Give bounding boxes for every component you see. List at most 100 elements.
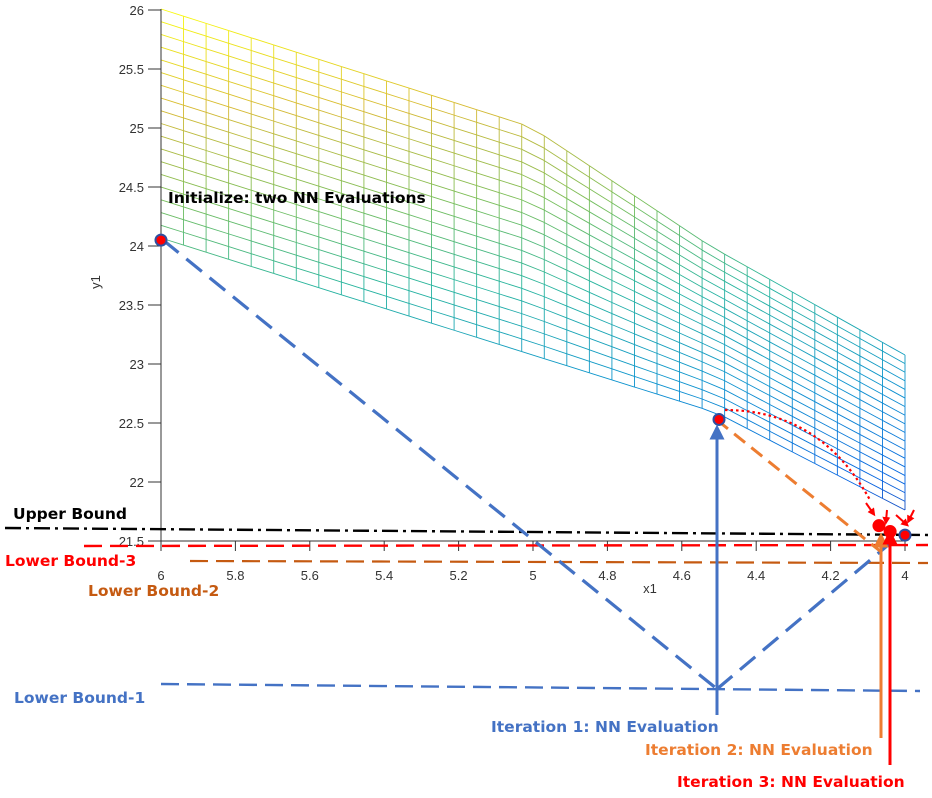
mesh-line xyxy=(544,308,567,319)
mesh-line xyxy=(318,223,342,232)
mesh-line xyxy=(341,205,365,214)
mesh-line xyxy=(679,313,703,325)
mesh-line xyxy=(499,179,522,188)
mesh-line xyxy=(273,57,297,66)
mesh-line xyxy=(499,204,522,213)
mesh-line xyxy=(656,251,680,266)
evaluation-point-initial-2 xyxy=(898,528,912,542)
mesh-line xyxy=(792,335,816,350)
mesh-line xyxy=(634,248,658,263)
mesh-line xyxy=(544,160,568,176)
mesh-line xyxy=(341,294,365,303)
mesh-line xyxy=(859,460,883,473)
mesh-line xyxy=(205,124,229,133)
mesh-line xyxy=(183,28,207,37)
mesh-line xyxy=(205,73,229,82)
mesh-line xyxy=(160,199,184,208)
mesh-line xyxy=(837,351,861,366)
mesh-line xyxy=(746,365,770,379)
mesh-line xyxy=(544,246,568,259)
mesh-line xyxy=(205,137,229,146)
mesh-line xyxy=(679,293,703,307)
mesh-line xyxy=(453,165,477,174)
mesh-line xyxy=(205,22,229,31)
mesh-line xyxy=(160,34,184,43)
mesh-line xyxy=(499,331,522,340)
mesh-line xyxy=(566,162,590,178)
mesh-line xyxy=(363,212,387,221)
mesh-line xyxy=(792,371,816,385)
mesh-line xyxy=(679,244,703,260)
lower-bound-3-line xyxy=(83,543,929,548)
mesh-line xyxy=(589,199,613,215)
mesh-line xyxy=(431,246,455,255)
mesh-line xyxy=(296,102,319,111)
mesh-line xyxy=(296,178,319,187)
mesh-line xyxy=(566,222,590,236)
mesh-line xyxy=(453,215,477,224)
mesh-line xyxy=(679,225,703,242)
mesh-line xyxy=(769,421,793,435)
mesh-line xyxy=(499,192,522,201)
mesh-line xyxy=(453,190,477,199)
mesh-line xyxy=(205,111,229,120)
surface-mesh xyxy=(160,8,906,511)
mesh-line xyxy=(228,220,252,229)
mesh-line xyxy=(792,407,816,420)
mesh-line xyxy=(273,184,297,193)
mesh-line xyxy=(318,135,342,144)
mesh-line xyxy=(792,433,816,447)
mesh-line xyxy=(544,296,567,307)
mesh-line xyxy=(228,233,252,242)
mesh-line xyxy=(724,407,748,420)
mesh-line xyxy=(589,326,613,337)
mesh-line xyxy=(814,392,838,406)
mesh-line xyxy=(453,291,477,300)
mesh-line xyxy=(859,329,883,343)
mesh-line xyxy=(205,251,229,260)
mesh-line xyxy=(341,66,365,75)
mesh-line xyxy=(701,240,725,255)
mesh-line xyxy=(746,374,770,387)
mesh-line xyxy=(746,302,770,316)
mesh-line xyxy=(408,188,432,197)
mesh-line xyxy=(160,224,184,233)
mesh-line xyxy=(589,268,613,281)
mesh-line xyxy=(566,233,590,247)
mesh-line xyxy=(837,422,861,435)
mesh-line xyxy=(656,271,680,285)
mesh-line xyxy=(386,80,410,89)
x-tick-label: 5 xyxy=(529,568,536,583)
mesh-line xyxy=(453,203,477,212)
mesh-line xyxy=(882,497,906,511)
mesh-line xyxy=(566,245,590,259)
mesh-line xyxy=(318,109,342,118)
mesh-line xyxy=(544,345,567,355)
mesh-line xyxy=(273,146,297,155)
mesh-line xyxy=(746,410,770,423)
mesh-line xyxy=(318,71,342,80)
mesh-line xyxy=(814,463,838,476)
mesh-line xyxy=(499,141,522,150)
mesh-line xyxy=(160,46,184,55)
mesh-line xyxy=(296,89,319,98)
mesh-line xyxy=(228,131,252,140)
mesh-line xyxy=(341,78,365,87)
mesh-line xyxy=(792,300,816,314)
mesh-line xyxy=(431,183,455,192)
mesh-line xyxy=(611,191,635,207)
mesh-line xyxy=(273,260,297,269)
mesh-line xyxy=(814,313,838,327)
mesh-line xyxy=(318,287,342,296)
mesh-line xyxy=(566,198,590,213)
mesh-line xyxy=(746,383,770,396)
mesh-line xyxy=(792,380,816,394)
mesh-line xyxy=(431,221,455,230)
y-tick-label: 25 xyxy=(130,121,144,136)
mesh-line xyxy=(521,212,545,223)
mesh-line xyxy=(724,289,748,304)
mesh-line xyxy=(792,442,816,456)
mesh-line xyxy=(589,245,613,259)
mesh-line xyxy=(160,148,184,157)
